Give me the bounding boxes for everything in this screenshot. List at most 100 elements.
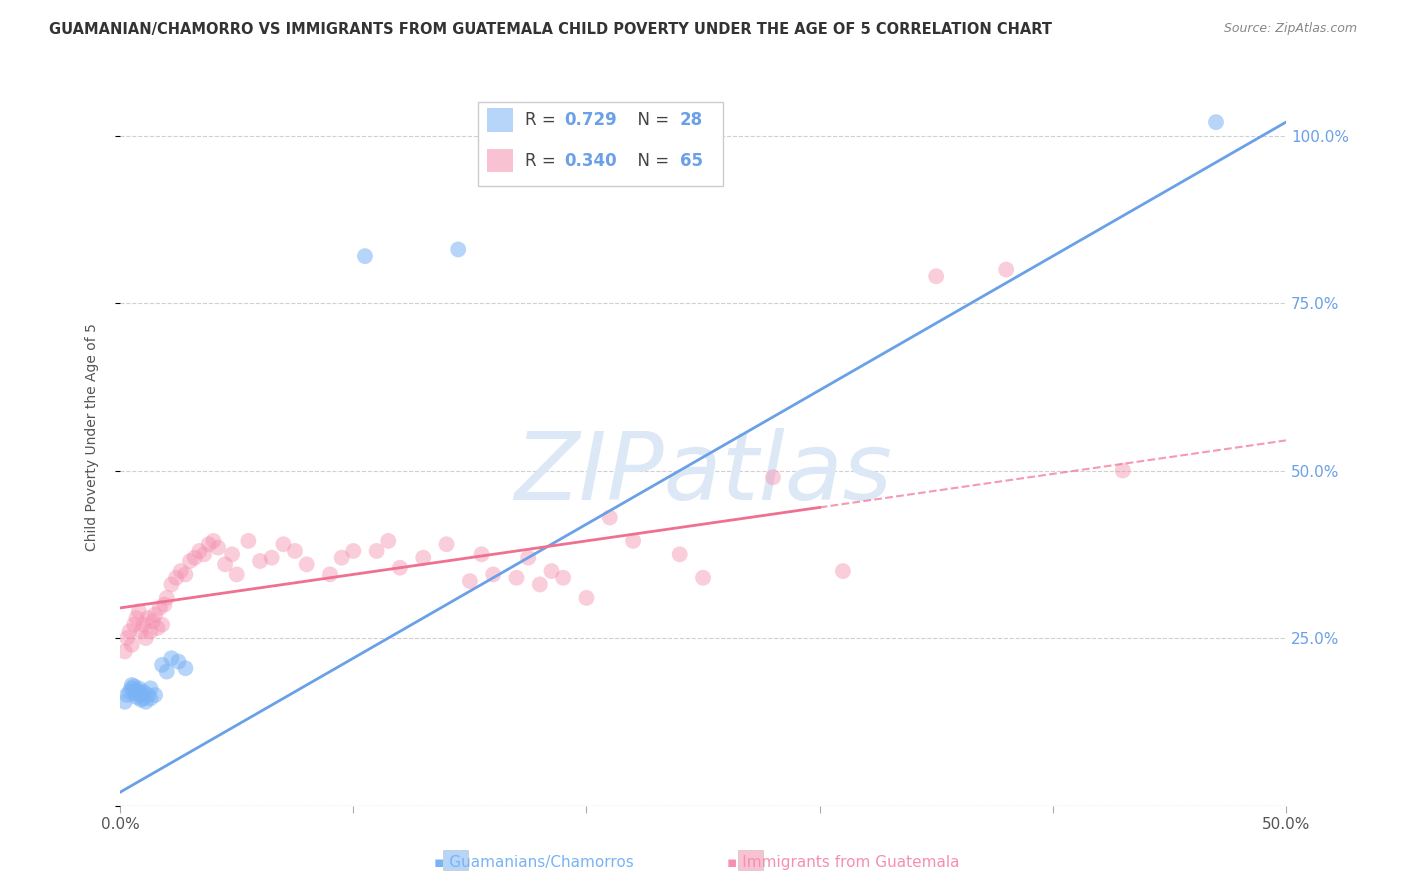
Point — [295, 558, 318, 572]
Point — [193, 547, 215, 561]
Point — [132, 684, 155, 698]
Point — [156, 591, 179, 605]
Point — [125, 683, 148, 698]
Point — [470, 547, 492, 561]
Point — [114, 644, 136, 658]
Point — [149, 601, 172, 615]
Point — [436, 537, 458, 551]
Point — [540, 564, 562, 578]
Text: 28: 28 — [679, 112, 703, 129]
Point — [214, 558, 236, 572]
Point — [482, 567, 505, 582]
Point — [118, 624, 141, 639]
Point — [128, 688, 150, 702]
Text: N =: N = — [627, 152, 675, 169]
Point — [121, 681, 143, 696]
Point — [249, 554, 271, 568]
Point — [184, 550, 207, 565]
Point — [197, 537, 219, 551]
Text: 0.340: 0.340 — [564, 152, 617, 169]
Point — [122, 686, 145, 700]
Point — [995, 262, 1018, 277]
Point — [517, 550, 540, 565]
Text: N =: N = — [627, 112, 675, 129]
FancyBboxPatch shape — [488, 108, 513, 132]
Point — [129, 686, 152, 700]
Point — [135, 631, 157, 645]
Point — [125, 611, 148, 625]
Point — [925, 269, 948, 284]
Point — [132, 691, 155, 706]
Point — [128, 604, 150, 618]
Point — [146, 621, 169, 635]
Point — [553, 571, 575, 585]
Point — [202, 533, 225, 548]
Point — [139, 681, 162, 696]
Point — [139, 691, 162, 706]
Point — [167, 655, 190, 669]
Point — [207, 541, 229, 555]
Point — [1112, 464, 1135, 478]
Point — [115, 631, 138, 645]
Point — [143, 607, 166, 622]
FancyBboxPatch shape — [478, 102, 723, 186]
Point — [118, 684, 141, 698]
Point — [319, 567, 342, 582]
Point — [136, 611, 159, 625]
Point — [129, 692, 152, 706]
Point — [505, 571, 527, 585]
FancyBboxPatch shape — [488, 149, 513, 172]
Point — [136, 688, 159, 702]
Point — [125, 690, 148, 704]
Point — [165, 571, 187, 585]
Text: GUAMANIAN/CHAMORRO VS IMMIGRANTS FROM GUATEMALA CHILD POVERTY UNDER THE AGE OF 5: GUAMANIAN/CHAMORRO VS IMMIGRANTS FROM GU… — [49, 22, 1052, 37]
Text: ▪ Guamanians/Chamorros: ▪ Guamanians/Chamorros — [434, 855, 634, 870]
Point — [366, 544, 388, 558]
Text: ZIPatlas: ZIPatlas — [515, 428, 891, 519]
Point — [122, 617, 145, 632]
Text: R =: R = — [524, 112, 561, 129]
Text: ▪ Immigrants from Guatemala: ▪ Immigrants from Guatemala — [727, 855, 960, 870]
Point — [529, 577, 551, 591]
Point — [122, 679, 145, 693]
Text: Source: ZipAtlas.com: Source: ZipAtlas.com — [1223, 22, 1357, 36]
Point — [153, 598, 176, 612]
Point — [156, 665, 179, 679]
Point — [174, 567, 197, 582]
Point — [458, 574, 481, 588]
Point — [129, 624, 152, 639]
Point — [115, 688, 138, 702]
Point — [179, 554, 201, 568]
Point — [170, 564, 193, 578]
Point — [447, 243, 470, 257]
Point — [150, 657, 173, 672]
Point — [412, 550, 434, 565]
Point — [143, 688, 166, 702]
Point — [377, 533, 399, 548]
Point — [388, 560, 411, 574]
Y-axis label: Child Poverty Under the Age of 5: Child Poverty Under the Age of 5 — [86, 323, 100, 551]
Point — [354, 249, 377, 263]
Point — [621, 533, 644, 548]
Point — [132, 617, 155, 632]
Point — [160, 651, 183, 665]
Point — [114, 695, 136, 709]
Point — [330, 550, 353, 565]
Text: 65: 65 — [679, 152, 703, 169]
Point — [225, 567, 247, 582]
Point — [160, 577, 183, 591]
Point — [128, 681, 150, 696]
Point — [188, 544, 211, 558]
Point — [1205, 115, 1227, 129]
Text: R =: R = — [524, 152, 561, 169]
Point — [762, 470, 785, 484]
Point — [692, 571, 714, 585]
Point — [284, 544, 307, 558]
Text: 0.729: 0.729 — [564, 112, 617, 129]
Point — [139, 624, 162, 639]
Point — [142, 615, 165, 629]
Point — [121, 678, 143, 692]
Point — [174, 661, 197, 675]
Point — [150, 617, 173, 632]
Point — [238, 533, 260, 548]
